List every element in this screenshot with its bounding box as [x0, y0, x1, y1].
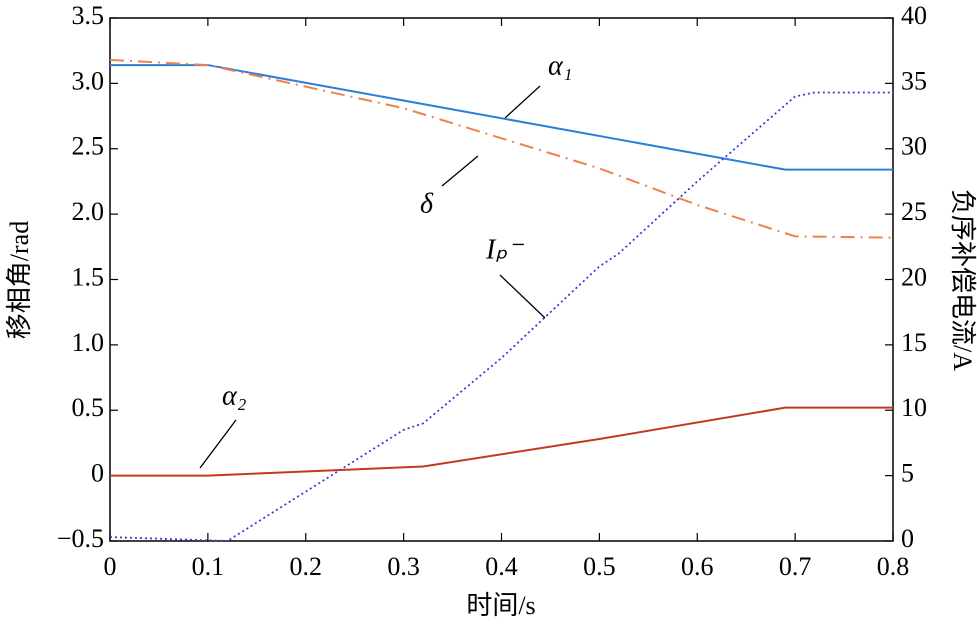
- y2-axis-label: 负序补偿电流/A: [948, 189, 977, 371]
- x-tick-label: 0.5: [583, 552, 616, 581]
- series-line: [110, 406, 893, 477]
- leader-line: [504, 85, 541, 119]
- series-label: Iₚ⁻: [485, 234, 524, 265]
- y2-tick-label: 5: [901, 459, 914, 488]
- x-tick-label: 0.2: [290, 552, 323, 581]
- x-tick-label: 0.4: [485, 552, 518, 581]
- x-tick-label: 0.7: [779, 552, 812, 581]
- plot-frame: [109, 17, 894, 542]
- leader-line: [441, 155, 479, 187]
- leader-line: [499, 274, 546, 319]
- y-tick-label: −0.5: [57, 524, 104, 553]
- y-tick-label: 2.0: [72, 197, 105, 226]
- y-tick-label: 0.5: [72, 393, 105, 422]
- series-line: [110, 64, 893, 171]
- y2-tick-label: 35: [901, 66, 927, 95]
- x-axis-label: 时间/s: [466, 591, 535, 620]
- series-label: δ: [420, 188, 434, 219]
- y2-tick-label: 0: [901, 524, 914, 553]
- y2-tick-label: 15: [901, 328, 927, 357]
- y2-tick-label: 25: [901, 197, 927, 226]
- x-tick-label: 0.6: [681, 552, 714, 581]
- y-tick-label: 1.0: [72, 328, 105, 357]
- x-tick-label: 0: [104, 552, 117, 581]
- y-axis-label: 移相角/rad: [5, 221, 34, 339]
- y-tick-label: 2.5: [72, 132, 105, 161]
- series-line: [109, 91, 893, 542]
- x-tick-label: 0.8: [877, 552, 910, 581]
- x-tick-label: 0.3: [387, 552, 420, 581]
- y2-tick-label: 20: [901, 262, 927, 291]
- leader-line: [199, 419, 237, 469]
- y-tick-label: 0: [91, 459, 104, 488]
- y-tick-label: 3.5: [72, 1, 105, 30]
- y2-tick-label: 10: [901, 393, 927, 422]
- y2-tick-label: 40: [901, 1, 927, 30]
- series-label: α₂: [222, 380, 247, 411]
- y-tick-label: 1.5: [72, 262, 105, 291]
- series-line: [109, 58, 894, 239]
- y2-tick-label: 30: [901, 132, 927, 161]
- x-tick-label: 0.1: [192, 552, 225, 581]
- y-tick-label: 3.0: [72, 66, 105, 95]
- series-label: α₁: [548, 50, 572, 81]
